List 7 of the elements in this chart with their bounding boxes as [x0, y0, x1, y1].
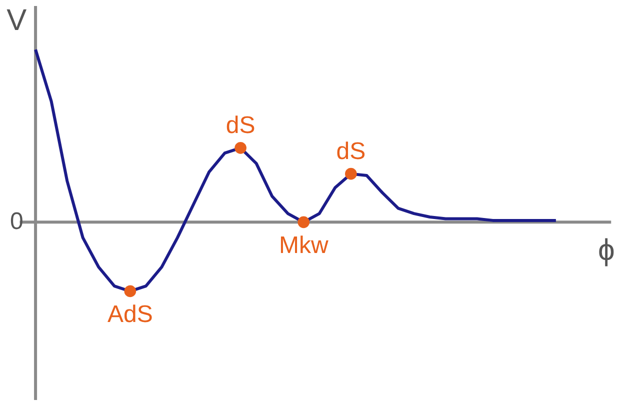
y-axis-title: V: [6, 4, 27, 37]
text: 0: [10, 208, 24, 236]
annotation: dS: [226, 112, 256, 139]
annotation: dS: [336, 138, 366, 165]
annotation: Mkw: [278, 232, 329, 260]
x-axis-title: ϕ: [598, 234, 615, 268]
annotation: AdS: [107, 301, 153, 328]
